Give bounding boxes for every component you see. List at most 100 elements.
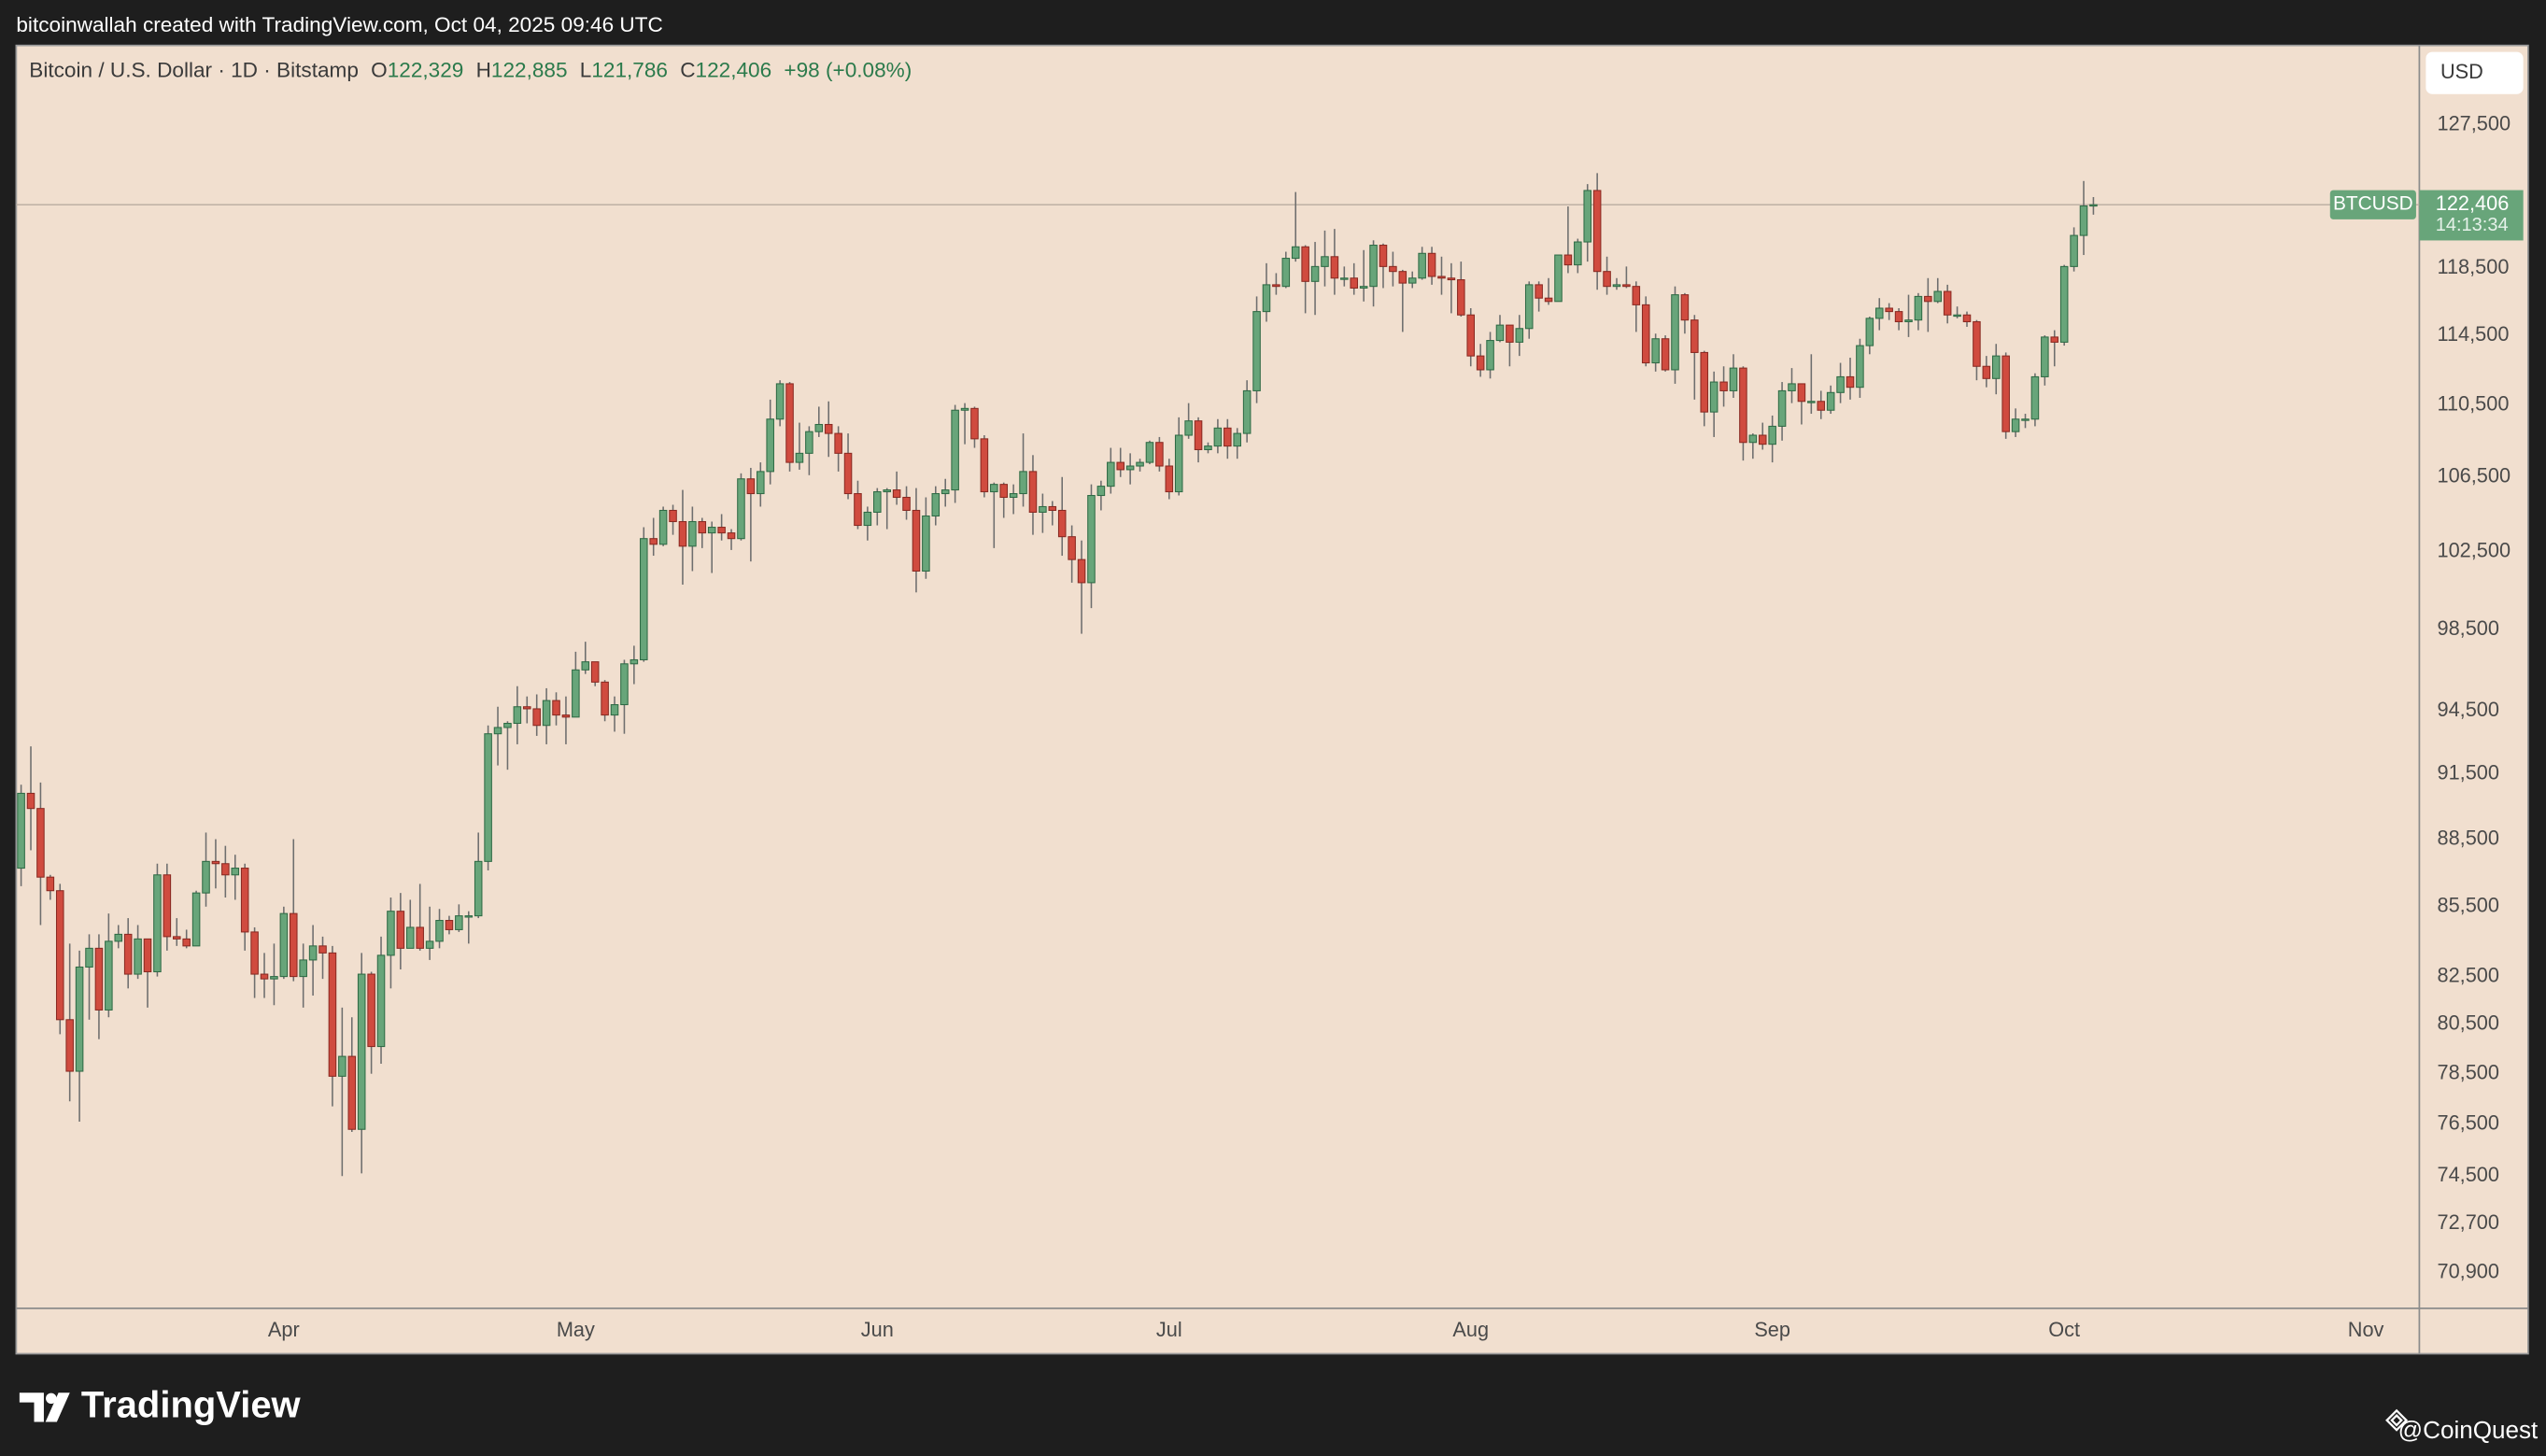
y-tick-label: 98,500 xyxy=(2438,616,2499,640)
candle-body xyxy=(1729,367,1738,391)
candle-body xyxy=(1982,365,1991,379)
candle-body xyxy=(1788,383,1796,391)
candle-body xyxy=(75,966,84,1072)
x-tick-label: Jun xyxy=(861,1318,894,1341)
price-tag-box xyxy=(2419,190,2524,241)
candle-body xyxy=(1398,271,1407,284)
candle-body xyxy=(698,520,707,534)
candle-body xyxy=(1592,190,1602,273)
legend: Bitcoin / U.S. Dollar · 1D · Bitstamp O1… xyxy=(29,58,912,81)
y-tick-label: 76,500 xyxy=(2438,1110,2499,1134)
candle-body xyxy=(717,527,726,534)
candle-body xyxy=(552,700,560,716)
candle-body xyxy=(863,511,872,527)
candle-body xyxy=(85,947,93,968)
currency-box[interactable] xyxy=(2426,51,2524,94)
candle-body xyxy=(1856,345,1864,389)
candle-body xyxy=(629,658,639,665)
candle-body xyxy=(46,876,55,892)
candle-body xyxy=(114,933,123,942)
candle-body xyxy=(873,491,882,513)
candle-body xyxy=(658,509,668,545)
y-tick-label: 110,500 xyxy=(2438,391,2510,415)
candle-body xyxy=(1836,375,1845,393)
candle-body xyxy=(1272,284,1280,288)
candle-body xyxy=(1096,486,1106,497)
candle-body xyxy=(1671,294,1679,371)
candle-body xyxy=(1184,420,1193,436)
candle-body xyxy=(737,478,745,540)
candle-body xyxy=(163,874,172,938)
candle-body xyxy=(474,860,483,917)
candle-body xyxy=(1768,425,1776,445)
candle-body xyxy=(26,792,35,810)
ohlc-key: H xyxy=(476,58,491,81)
candle-body xyxy=(328,952,337,1077)
candle-body xyxy=(1933,290,1943,303)
watermark-icon xyxy=(2385,1408,2409,1432)
candle-body xyxy=(834,432,842,454)
candle-body xyxy=(1777,389,1787,427)
candle-body xyxy=(1904,319,1913,323)
candle-body xyxy=(2041,336,2049,377)
candle-body xyxy=(902,496,911,511)
candle-body xyxy=(484,733,492,862)
candle-body xyxy=(134,938,142,975)
currency-button[interactable]: USD xyxy=(2426,51,2524,94)
candle-body xyxy=(1914,295,1923,321)
candle-body xyxy=(2001,355,2010,432)
x-tick-label: Apr xyxy=(268,1318,300,1341)
candle-body xyxy=(640,538,648,660)
candle-body xyxy=(1145,442,1154,463)
y-tick-label: 94,500 xyxy=(2438,698,2499,721)
y-tick-label: 78,500 xyxy=(2438,1060,2499,1083)
candle-body xyxy=(775,383,785,420)
candle-body xyxy=(1223,427,1232,447)
candle-body xyxy=(153,874,162,973)
candle-body xyxy=(561,714,571,718)
candle-body xyxy=(883,489,891,493)
y-tick-label: 88,500 xyxy=(2438,826,2499,849)
candle-body xyxy=(1369,245,1378,288)
candle-body xyxy=(1535,284,1543,299)
candle-body xyxy=(1874,307,1884,319)
candle-body xyxy=(1350,277,1359,289)
candle-body xyxy=(406,926,415,949)
candle-body xyxy=(892,489,901,499)
candle-body xyxy=(1418,252,1426,279)
candle-body xyxy=(1009,493,1018,499)
brand: TradingView xyxy=(81,1384,302,1425)
watermark: @CoinQuest xyxy=(2398,1416,2539,1444)
y-tick-label: 72,700 xyxy=(2438,1210,2499,1234)
candle-body xyxy=(172,936,181,940)
candle-body xyxy=(503,722,512,728)
candle-body xyxy=(1486,340,1494,371)
candle-body xyxy=(202,860,210,894)
candle-body xyxy=(1476,355,1485,371)
candle-body xyxy=(542,700,551,727)
currency-label[interactable]: USD xyxy=(2440,60,2483,83)
x-tick-label: May xyxy=(557,1318,595,1341)
candle-body xyxy=(1310,265,1320,282)
candle-body xyxy=(387,911,395,956)
candle-body xyxy=(1739,367,1747,444)
candle-body xyxy=(338,1055,347,1077)
candle-body xyxy=(1622,284,1631,288)
candle-body xyxy=(1437,276,1446,279)
candle-body xyxy=(620,663,629,706)
candle-body xyxy=(94,947,104,1011)
candle-body xyxy=(727,532,736,540)
candle-body xyxy=(1291,246,1300,260)
candle-body xyxy=(1885,307,1893,313)
candle-body xyxy=(1136,461,1144,467)
candle-body xyxy=(590,661,600,683)
y-tick-label: 85,500 xyxy=(2438,894,2499,917)
candle-body xyxy=(805,431,813,454)
candle-body xyxy=(435,920,444,942)
candle-body xyxy=(814,423,824,432)
candle-body xyxy=(951,409,959,491)
candle-body xyxy=(347,1055,357,1130)
x-tick-label: Oct xyxy=(2048,1318,2080,1341)
